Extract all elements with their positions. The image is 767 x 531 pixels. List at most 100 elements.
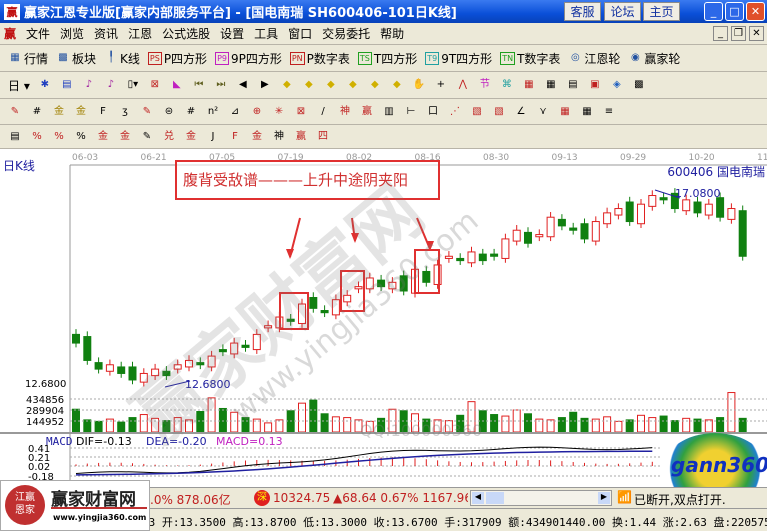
toolbar-item-4[interactable]: P9 9P四方形 <box>215 50 282 67</box>
toolbar-item-1[interactable]: ▩ 板块 <box>56 50 96 67</box>
home-button[interactable]: 主页 <box>643 2 680 21</box>
draw-tool-icon[interactable]: ʒ <box>122 105 128 117</box>
indicator-tool-icon[interactable]: 金 <box>120 130 130 142</box>
last-icon[interactable]: ⏭ <box>216 79 226 90</box>
minimize-icon[interactable]: _ <box>704 2 723 21</box>
chart-icon[interactable]: ✱ <box>40 79 50 90</box>
network-icon[interactable]: ◈ <box>613 79 621 90</box>
draw-tool-icon[interactable]: ▧ <box>472 105 482 117</box>
menu-gann[interactable]: 江恩 <box>128 27 153 41</box>
diamond-up-icon[interactable]: ◆ <box>371 79 379 90</box>
draw-tool-icon[interactable]: # <box>186 105 196 117</box>
toolbar-item-0[interactable]: ▦ 行情 <box>8 50 48 67</box>
toolbar-item-3[interactable]: PS P四方形 <box>147 50 207 67</box>
menu-settings[interactable]: 设置 <box>220 27 245 41</box>
toolbar-item-8[interactable]: TN T数字表 <box>500 50 560 67</box>
indicator-tool-icon[interactable]: % <box>32 130 42 142</box>
menu-info[interactable]: 资讯 <box>94 27 119 41</box>
save-icon[interactable]: ▣ <box>590 79 600 90</box>
diamond-left-icon[interactable]: ◆ <box>283 79 291 90</box>
service-button[interactable]: 客服 <box>564 2 601 21</box>
toolbar-item-7[interactable]: T9 9T四方形 <box>425 50 492 67</box>
draw-tool-icon[interactable]: ⊕ <box>252 105 262 117</box>
left-icon[interactable]: ◀ <box>239 79 247 90</box>
scroll-thumb[interactable] <box>486 492 504 504</box>
menu-formula[interactable]: 公式选股 <box>162 27 211 41</box>
draw-tool-icon[interactable]: 金 <box>76 105 86 117</box>
calculator-icon[interactable]: ▦ <box>546 79 556 90</box>
toolbar-item-6[interactable]: TS T四方形 <box>357 50 417 67</box>
diamond-all-icon[interactable]: ◆ <box>393 79 401 90</box>
indicator-tool-icon[interactable]: 四 <box>318 130 328 142</box>
draw-tool-icon[interactable]: / <box>321 105 325 117</box>
menu-trade[interactable]: 交易委托 <box>322 27 371 41</box>
draw-tool-icon[interactable]: ✎ <box>142 105 152 117</box>
diamond-right-icon[interactable]: ◆ <box>305 79 313 90</box>
indicator-tool-icon[interactable]: ▤ <box>10 130 20 142</box>
draw-tool-icon[interactable]: F <box>100 105 106 117</box>
indicator-tool-icon[interactable]: 赢 <box>296 130 306 142</box>
draw-tool-icon[interactable]: ▧ <box>494 105 504 117</box>
maximize-icon[interactable]: □ <box>725 2 744 21</box>
pattern-icon[interactable]: ⌘ <box>501 79 512 90</box>
indicator-tool-icon[interactable]: 金 <box>98 130 108 142</box>
scroll-right-icon[interactable]: ▶ <box>598 492 610 504</box>
draw-tool-icon[interactable]: 口 <box>428 105 438 117</box>
period-select[interactable]: 日 ▾ <box>8 78 30 93</box>
indicator-tool-icon[interactable]: 兑 <box>164 130 174 142</box>
indicator-tool-icon[interactable]: 金 <box>252 130 262 142</box>
bars-icon[interactable]: ♪ <box>85 79 93 90</box>
draw-tool-icon[interactable]: ⋎ <box>539 105 547 117</box>
calendar-icon[interactable]: ▦ <box>524 79 534 90</box>
toolbar-item-5[interactable]: PN P数字表 <box>289 50 350 67</box>
indicator-tool-icon[interactable]: % <box>54 130 64 142</box>
indicator-tool-icon[interactable]: F <box>232 130 238 142</box>
first-icon[interactable]: ⏮ <box>194 79 204 90</box>
toolbar-item-10[interactable]: ◉ 赢家轮 <box>628 50 680 67</box>
draw-tool-icon[interactable]: ⊿ <box>230 105 240 117</box>
menu-help[interactable]: 帮助 <box>380 27 405 41</box>
draw-tool-icon[interactable]: ⊜ <box>164 105 174 117</box>
list-icon[interactable]: ▤ <box>62 79 72 90</box>
draw-tool-icon[interactable]: 赢 <box>362 105 372 117</box>
diamond-expand-icon[interactable]: ◆ <box>327 79 335 90</box>
forum-button[interactable]: 论坛 <box>604 2 641 21</box>
draw-tool-icon[interactable]: ⊠ <box>296 105 306 117</box>
right-icon[interactable]: ▶ <box>261 79 269 90</box>
draw-tool-icon[interactable]: n² <box>207 105 219 117</box>
menu-browse[interactable]: 浏览 <box>60 27 85 41</box>
notes-icon[interactable]: ▤ <box>568 79 578 90</box>
indicator-tool-icon[interactable]: 神 <box>274 130 284 142</box>
mdi-restore-icon[interactable]: ❐ <box>731 26 746 41</box>
mdi-minimize-icon[interactable]: _ <box>713 26 728 41</box>
indicator-tool-icon[interactable]: ✎ <box>142 130 152 142</box>
draw-tool-icon[interactable]: ▥ <box>384 105 394 117</box>
candle-type-icon[interactable]: ▯▾ <box>127 79 139 90</box>
draw-tool-icon[interactable]: ✳ <box>274 105 284 117</box>
menu-file[interactable]: 文件 <box>26 27 51 41</box>
toolbar-item-9[interactable]: ◎ 江恩轮 <box>568 50 620 67</box>
indicator-tool-icon[interactable]: % <box>76 130 86 142</box>
color-icon[interactable]: ◣ <box>173 79 181 90</box>
diamond-shrink-icon[interactable]: ◆ <box>349 79 357 90</box>
draw-tool-icon[interactable]: ≡ <box>604 105 614 117</box>
menu-tools[interactable]: 工具 <box>254 27 279 41</box>
hand-icon[interactable]: ✋ <box>412 79 426 90</box>
scroll-left-icon[interactable]: ◀ <box>472 492 484 504</box>
indicator-tool-icon[interactable]: 金 <box>186 130 196 142</box>
connection-status[interactable]: 已断开,双点打开. <box>634 493 726 507</box>
draw-tool-icon[interactable]: 金 <box>54 105 64 117</box>
close-icon[interactable]: ✕ <box>746 2 765 21</box>
draw-tool-icon[interactable]: ⊢ <box>406 105 416 117</box>
draw-tool-icon[interactable]: 神 <box>340 105 350 117</box>
draw-tool-icon[interactable]: ✎ <box>10 105 20 117</box>
indicator-tool-icon[interactable]: J <box>211 130 215 142</box>
mdi-close-icon[interactable]: ✕ <box>749 26 764 41</box>
print-icon[interactable]: ▩ <box>634 79 644 90</box>
scrollbar[interactable]: ◀ ▶ <box>470 490 612 506</box>
draw-tool-icon[interactable]: ∠ <box>516 105 526 117</box>
menu-window[interactable]: 窗口 <box>288 27 313 41</box>
draw-tool-icon[interactable]: ▦ <box>582 105 592 117</box>
line-icon[interactable]: ⋀ <box>458 79 467 90</box>
draw-tool-icon[interactable]: ⋰ <box>450 105 460 117</box>
